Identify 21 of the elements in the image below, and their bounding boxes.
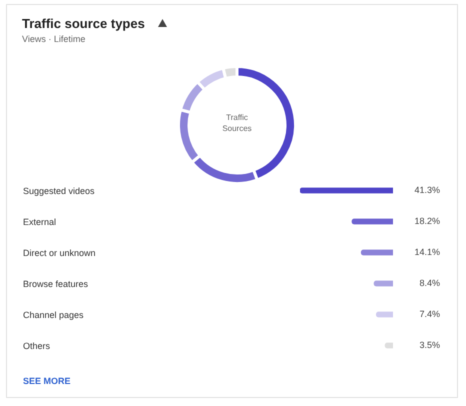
data-label: 3.5%	[419, 340, 440, 350]
data-label: 8.4%	[419, 278, 440, 288]
bar	[374, 280, 393, 286]
bar	[352, 218, 393, 224]
data-label: 7.4%	[419, 308, 440, 319]
text: Traffic Sources	[221, 112, 253, 134]
text: Views · Lifetime	[22, 34, 86, 44]
bar	[376, 312, 393, 318]
bar	[300, 188, 393, 194]
text: SEE MORE	[23, 376, 71, 386]
data-label: 18.2%	[414, 216, 440, 226]
chart-title: Traffic source types	[22, 16, 145, 31]
y-tick-label: Suggested videos	[23, 186, 95, 196]
y-tick-label: Direct or unknown	[23, 248, 96, 258]
y-tick-label: Others	[23, 340, 50, 350]
y-tick-label: Channel pages	[23, 310, 84, 320]
y-tick-label: External	[23, 216, 56, 226]
data-label: 14.1%	[414, 246, 440, 257]
y-tick-label: Browse features	[23, 278, 88, 288]
data-label: 41.3%	[414, 184, 440, 195]
bar	[360, 250, 393, 256]
